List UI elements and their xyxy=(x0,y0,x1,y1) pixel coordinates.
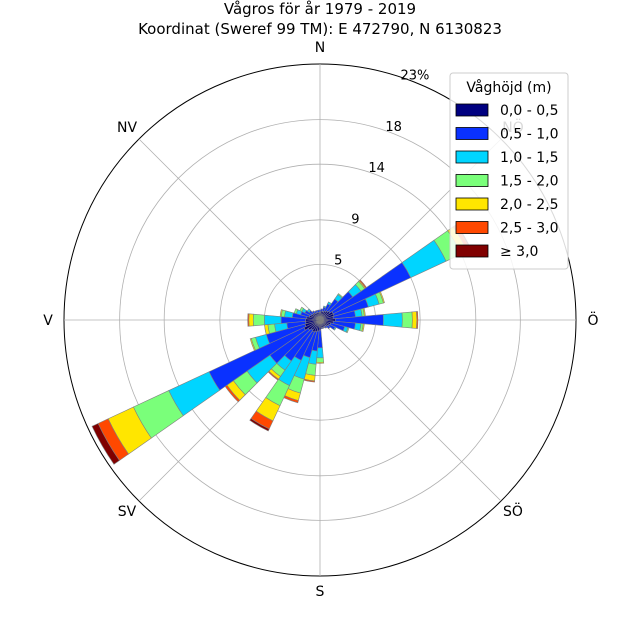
bar-320-bin-2 xyxy=(311,310,316,315)
legend-label-7: ≥ 3,0 xyxy=(500,244,538,260)
bar-250-bin-5 xyxy=(249,338,256,351)
bar-180-bin-4 xyxy=(315,357,325,363)
legend-label-2: 0,5 - 1,0 xyxy=(500,127,558,143)
compass-label-sw: SV xyxy=(118,504,137,520)
legend-label-1: 0,0 - 0,5 xyxy=(500,103,558,119)
legend-swatch-6 xyxy=(455,221,489,234)
bar-90-bin-5 xyxy=(411,311,418,329)
ring-label-2: 9 xyxy=(351,212,359,227)
legend-title: Våghöjd (m) xyxy=(466,79,551,96)
bar-270-bin-6 xyxy=(247,313,250,327)
legend-swatch-2 xyxy=(455,127,489,140)
bar-70-bin-5 xyxy=(379,291,385,304)
legend-swatch-5 xyxy=(455,197,489,211)
bar-270-bin-4 xyxy=(252,313,265,327)
compass-label-se: SÖ xyxy=(503,502,523,520)
bar-100-bin-5 xyxy=(361,323,365,332)
bar-110-bin-4 xyxy=(345,327,350,334)
bar-90-bin-4 xyxy=(401,311,413,329)
bar-180-bin-5 xyxy=(315,361,325,364)
bar-90-bin-6 xyxy=(416,311,419,329)
bar-210-bin-7 xyxy=(249,418,270,432)
chart-subtitle: Koordinat (Sweref 99 TM): E 472790, N 61… xyxy=(138,20,502,38)
legend: Våghöjd (m) 0,0 - 0,5 0,5 - 1,0 1,0 - 1,5 1… xyxy=(449,72,569,270)
legend-swatch-7 xyxy=(455,244,489,258)
bar-140-bin-2 xyxy=(324,325,328,329)
ring-label-4: 18 xyxy=(385,120,402,135)
bar-290-bin-4 xyxy=(293,308,299,315)
legend-swatch-3 xyxy=(455,150,489,164)
bar-300-bin-4 xyxy=(299,306,305,312)
bar-310-bin-3 xyxy=(306,308,311,313)
legend-swatch-4 xyxy=(455,174,489,187)
ring-label-1: 5 xyxy=(334,254,342,269)
compass-label-n: N xyxy=(315,40,325,56)
legend-label-4: 1,5 - 2,0 xyxy=(500,174,558,190)
ring-label-3: 14 xyxy=(368,161,385,176)
compass-label-w: V xyxy=(43,313,53,329)
bar-240-bin-7 xyxy=(91,423,120,465)
compass-label-s: S xyxy=(316,584,325,600)
legend-label-5: 2,0 - 2,5 xyxy=(500,197,558,213)
bar-90-bin-3 xyxy=(382,312,403,328)
windrose-bars xyxy=(91,223,472,465)
bar-350-bin-2 xyxy=(317,309,320,313)
compass-label-e: Ö xyxy=(587,311,598,329)
polar-plot-area: 5 9 14 18 23% xyxy=(63,63,577,577)
grid-spoke-315 xyxy=(138,138,321,321)
legend-items: 0,0 - 0,5 0,5 - 1,0 1,0 - 1,5 1,5 - 2,0 2,0 … xyxy=(455,103,558,260)
bar-120-bin-3 xyxy=(333,326,337,331)
bar-270-bin-3 xyxy=(264,314,282,326)
legend-label-6: 2,5 - 3,0 xyxy=(500,221,558,237)
ring-labels: 5 9 14 18 23% xyxy=(334,68,429,268)
legend-swatch-1 xyxy=(455,103,489,117)
bar-270-bin-5 xyxy=(248,313,254,327)
legend-frame xyxy=(449,72,569,270)
compass-label-nw: NV xyxy=(117,120,137,136)
legend-label-3: 1,0 - 1,5 xyxy=(500,150,558,166)
chart-title: Vågros för år 1979 - 2019 xyxy=(224,0,416,18)
ring-label-5: 23% xyxy=(401,68,430,83)
bar-130-bin-2 xyxy=(325,324,331,330)
grid-spoke-135 xyxy=(319,319,502,502)
bar-280-bin-5 xyxy=(279,309,283,317)
